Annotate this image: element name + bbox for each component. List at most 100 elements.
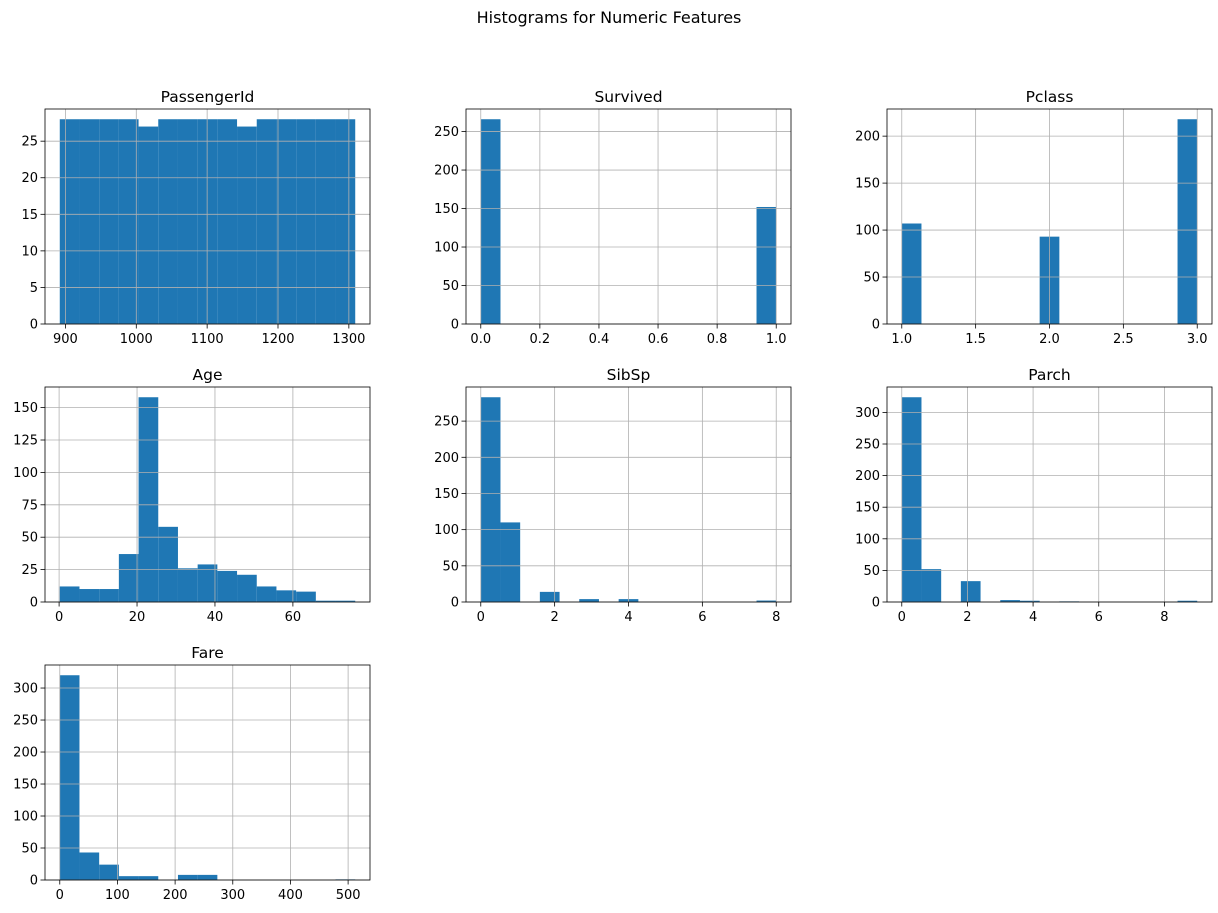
passengerid-panel-title: PassengerId	[161, 88, 255, 106]
sibsp-x-tick-label: 8	[772, 610, 780, 625]
fare-x-tick-label: 400	[278, 888, 303, 903]
age-bar	[296, 591, 316, 602]
fare-bar	[197, 874, 218, 880]
parch-panel-title: Parch	[1028, 366, 1071, 384]
fare-x-tick-label: 300	[220, 888, 245, 903]
passengerid-bar	[79, 119, 100, 325]
parch-x-tick-label: 4	[1029, 610, 1037, 625]
survived-panel-title: Survived	[594, 88, 662, 106]
age-y-ticks: 0 25 50 75 100 125 150	[13, 401, 45, 611]
sibsp-bar	[756, 600, 777, 602]
parch-bar	[901, 397, 922, 602]
fare-y-tick-label: 200	[13, 746, 38, 761]
survived-y-tick-label: 0	[451, 318, 459, 333]
passengerid-y-tick-label: 5	[30, 281, 38, 296]
fare-grid	[45, 665, 370, 881]
passengerid-y-tick-label: 25	[21, 135, 38, 150]
parch-x-tick-label: 6	[1095, 610, 1103, 625]
age-panel-title: Age	[193, 366, 223, 384]
survived-x-ticks: 0.0 0.2 0.4 0.6 0.8 1.0	[470, 324, 787, 347]
passengerid-bar	[118, 119, 139, 325]
fare-bar	[99, 864, 119, 880]
sibsp-y-tick-label: 0	[451, 596, 459, 611]
pclass-bar	[1177, 119, 1198, 325]
pclass-y-tick-label: 50	[863, 271, 880, 286]
fare-x-ticks: 0 100 200 300 400 500	[56, 880, 361, 903]
sibsp-bars	[480, 397, 777, 602]
sibsp-x-ticks: 0 2 4 6 8	[477, 602, 780, 625]
parch-x-ticks: 0 2 4 6 8	[898, 602, 1169, 625]
fare-y-tick-label: 250	[13, 714, 38, 729]
passengerid-bars	[59, 119, 356, 325]
age-x-tick-label: 60	[285, 610, 302, 625]
parch-y-tick-label: 150	[855, 501, 880, 516]
parch-y-tick-label: 300	[855, 406, 880, 421]
fare-bar	[59, 675, 80, 880]
age-bar	[315, 600, 336, 602]
age-y-tick-label: 125	[13, 434, 38, 449]
passengerid-bar	[217, 119, 238, 325]
fare-y-tick-label: 300	[13, 682, 38, 697]
passengerid-bar	[158, 119, 178, 325]
age-bar	[335, 600, 356, 602]
passengerid-y-tick-label: 10	[21, 244, 38, 259]
pclass-y-tick-label: 0	[872, 318, 880, 333]
fare-bar	[138, 876, 159, 880]
sibsp-y-tick-label: 100	[434, 523, 459, 538]
age-y-tick-label: 75	[21, 498, 38, 513]
age-bar	[118, 554, 139, 602]
age-y-tick-label: 100	[13, 466, 38, 481]
age-y-tick-label: 150	[13, 401, 38, 416]
survived-bars	[480, 119, 777, 325]
sibsp-y-tick-label: 250	[434, 415, 459, 430]
age-x-tick-label: 0	[55, 610, 63, 625]
age-bar	[237, 574, 257, 602]
age-bar	[256, 586, 277, 602]
fare-y-tick-label: 0	[30, 874, 38, 889]
passengerid-y-tick-label: 20	[21, 171, 38, 186]
survived-y-tick-label: 200	[434, 164, 459, 179]
sibsp-x-tick-label: 0	[477, 610, 485, 625]
passengerid-bar	[99, 119, 119, 325]
pclass-x-tick-label: 2.5	[1113, 332, 1134, 347]
fare-x-tick-label: 500	[336, 888, 361, 903]
age-bar	[138, 397, 159, 602]
pclass-x-tick-label: 1.5	[965, 332, 986, 347]
survived-axes-frame	[465, 108, 792, 325]
age-bars	[59, 397, 356, 602]
age-y-tick-label: 0	[30, 596, 38, 611]
panel-sibsp: 0 2 4 6 8 0 50 100 150 200 250 SibSp	[434, 366, 792, 625]
fare-y-tick-label: 150	[13, 778, 38, 793]
fare-y-tick-label: 100	[13, 810, 38, 825]
age-x-ticks: 0 20 40 60	[55, 602, 301, 625]
fare-bar	[79, 852, 100, 880]
survived-y-tick-label: 250	[434, 125, 459, 140]
passengerid-bar	[59, 119, 80, 325]
pclass-y-ticks: 0 50 100 150 200	[855, 130, 887, 333]
pclass-bar	[901, 223, 922, 324]
parch-bar	[1019, 600, 1040, 602]
age-y-tick-label: 25	[21, 563, 38, 578]
sibsp-y-tick-label: 150	[434, 487, 459, 502]
survived-bar	[480, 119, 501, 325]
parch-y-ticks: 0 50 100 150 200 250 300	[855, 406, 887, 611]
fare-y-tick-label: 50	[21, 842, 38, 857]
fare-y-ticks: 0 50 100 150 200 250 300	[13, 682, 45, 889]
age-bar	[99, 589, 119, 602]
age-bar	[158, 526, 178, 602]
sibsp-bar	[500, 522, 521, 602]
pclass-x-ticks: 1.0 1.5 2.0 2.5 3.0	[891, 324, 1208, 347]
parch-y-tick-label: 250	[855, 438, 880, 453]
passengerid-bar	[256, 119, 277, 325]
sibsp-bar	[539, 591, 560, 602]
age-x-tick-label: 40	[207, 610, 224, 625]
parch-bars	[901, 397, 1198, 602]
passengerid-bar	[315, 119, 336, 325]
parch-bar	[960, 581, 981, 602]
survived-y-tick-label: 50	[442, 279, 459, 294]
survived-x-tick-label: 0.8	[707, 332, 728, 347]
survived-bar	[756, 206, 777, 324]
sibsp-y-tick-label: 50	[442, 559, 459, 574]
survived-y-tick-label: 100	[434, 241, 459, 256]
